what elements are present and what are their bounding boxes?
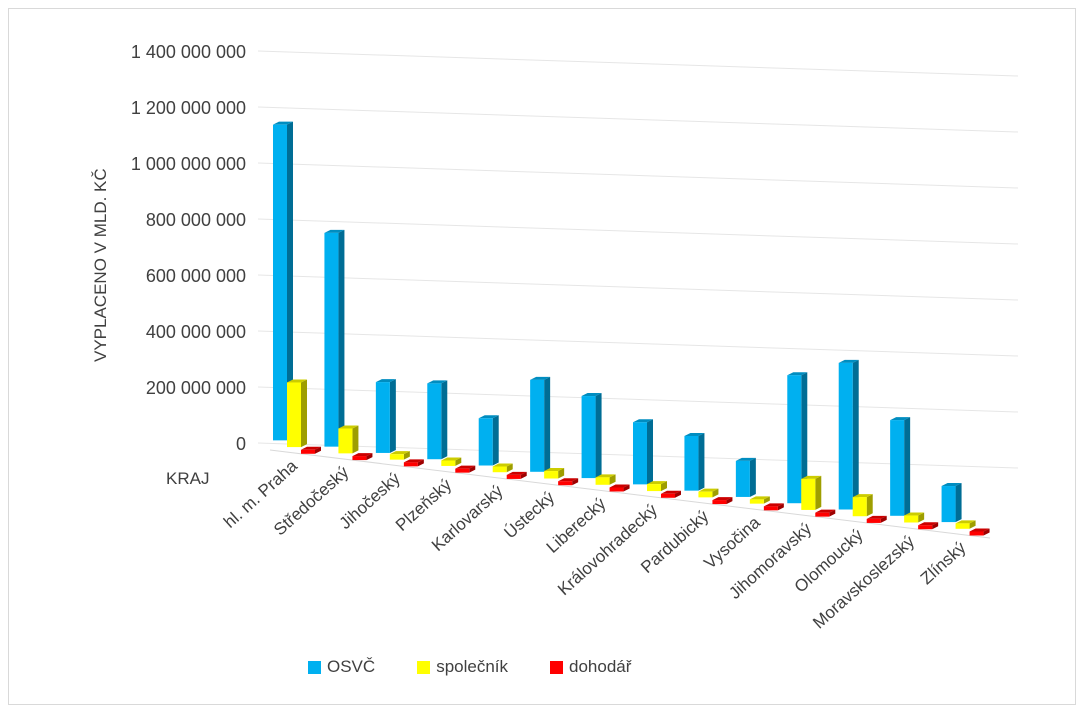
bar-spolecnik <box>698 492 712 498</box>
legend-label-dohodar: dohodář <box>569 657 631 677</box>
legend-item-dohodar: dohodář <box>550 657 631 677</box>
bar-spolecnik <box>647 484 661 491</box>
y-tick-label: 1 000 000 000 <box>131 154 246 174</box>
bar-dohodar <box>970 532 984 536</box>
bar-dohodar <box>301 450 315 454</box>
gridline <box>258 219 1018 244</box>
bar-side <box>493 415 499 465</box>
bar-side <box>956 483 962 522</box>
y-tick-label: 600 000 000 <box>146 266 246 286</box>
bar-spolecnik <box>287 382 301 447</box>
legend-item-spolecnik: společník <box>417 657 508 677</box>
bar-dohodar <box>610 488 624 492</box>
y-tick-label: 400 000 000 <box>146 322 246 342</box>
bar-side <box>338 230 344 447</box>
y-tick-label: 0 <box>236 434 246 454</box>
x-category-label: Zlínský <box>917 538 970 588</box>
bar-osvc <box>684 436 698 491</box>
gridline <box>258 51 1018 76</box>
bar-dohodar <box>712 500 726 504</box>
y-tick-label: 800 000 000 <box>146 210 246 230</box>
bar-osvc <box>942 486 956 522</box>
bar-side <box>301 379 307 447</box>
bar-dohodar <box>764 506 778 510</box>
x-category-label: Moravskoslezský <box>809 531 918 632</box>
bar-dohodar <box>661 494 675 498</box>
bar-spolecnik <box>853 497 867 516</box>
gridline <box>258 163 1018 188</box>
bar-osvc <box>324 233 338 447</box>
legend: OSVČ společník dohodář <box>308 657 631 677</box>
x-axis-title: KRAJ <box>166 469 209 488</box>
bar-spolecnik <box>801 479 815 510</box>
bar-side <box>867 494 873 516</box>
bar-side <box>441 380 447 459</box>
bar-osvc <box>427 383 441 459</box>
bar-osvc <box>582 396 596 478</box>
y-tick-label: 200 000 000 <box>146 378 246 398</box>
bar-dohodar <box>558 481 572 485</box>
bar-spolecnik <box>493 467 507 473</box>
bar-dohodar <box>867 519 881 523</box>
legend-swatch-osvc <box>308 661 321 674</box>
bar-side <box>647 419 653 484</box>
bar-spolecnik <box>596 477 610 484</box>
bar-side <box>698 433 704 491</box>
bar-side <box>815 476 821 510</box>
bar-osvc <box>376 382 390 453</box>
bar-osvc <box>273 125 287 441</box>
gridline <box>258 275 1018 300</box>
legend-label-osvc: OSVČ <box>327 657 375 677</box>
bar-spolecnik <box>904 516 918 523</box>
legend-item-osvc: OSVČ <box>308 657 375 677</box>
bar-spolecnik <box>390 454 404 459</box>
bar-side <box>750 458 756 497</box>
x-category-label: Královohradecký <box>554 500 661 599</box>
gridline <box>258 387 1018 412</box>
legend-label-spolecnik: společník <box>436 657 508 677</box>
bar-dohodar <box>507 475 521 479</box>
bar-side <box>596 393 602 478</box>
y-tick-label: 1 200 000 000 <box>131 98 246 118</box>
legend-swatch-dohodar <box>550 661 563 674</box>
legend-swatch-spolecnik <box>417 661 430 674</box>
gridline <box>258 331 1018 356</box>
bar-side <box>352 426 358 454</box>
bar-spolecnik <box>338 429 352 454</box>
bar-osvc <box>479 418 493 465</box>
bar-dohodar <box>815 513 829 517</box>
bar-dohodar <box>455 469 469 473</box>
bar-side <box>853 360 859 510</box>
bar-spolecnik <box>544 471 558 478</box>
bar-side <box>904 417 910 516</box>
gridline <box>258 107 1018 132</box>
bar-side <box>390 379 396 453</box>
bar-osvc <box>890 420 904 516</box>
bar-osvc <box>736 461 750 497</box>
bar-spolecnik <box>956 523 970 528</box>
bar-osvc <box>787 375 801 503</box>
bar-osvc <box>633 422 647 484</box>
y-tick-label: 1 400 000 000 <box>131 42 246 62</box>
y-axis-title: VYPLACENO V MLD. KČ <box>91 168 110 362</box>
bar-osvc <box>530 380 544 472</box>
bar-osvc <box>839 363 853 510</box>
bar-side <box>544 377 550 472</box>
bar-spolecnik <box>750 499 764 503</box>
bar-dohodar <box>918 525 932 529</box>
y-axis-ticks: 0 200 000 000 400 000 000 600 000 000 800 00… <box>131 42 246 454</box>
bar-dohodar <box>404 462 418 466</box>
bar-spolecnik <box>441 460 455 465</box>
x-category-label: Ústecký <box>500 487 558 542</box>
bar-dohodar <box>352 456 366 460</box>
